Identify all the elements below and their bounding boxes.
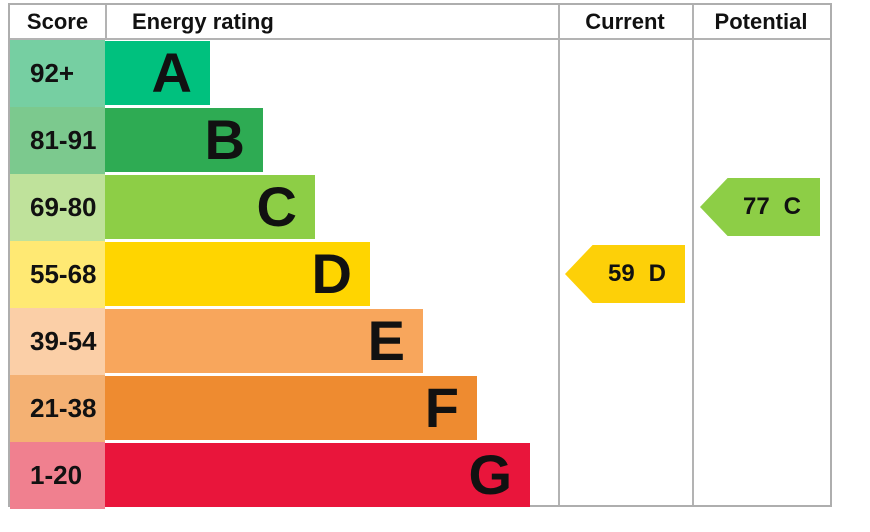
- rating-bar-c: C: [105, 175, 315, 239]
- chart-frame: Score Energy rating Current Potential 92…: [8, 3, 832, 509]
- potential-rating-arrow: 77 C: [700, 178, 820, 236]
- score-range-g: 1-20: [10, 442, 105, 509]
- rating-bar-b: B: [105, 108, 263, 172]
- grade-letter-e: E: [367, 309, 405, 372]
- band-row-e: 39-54 E: [10, 308, 830, 375]
- score-column-header: Score: [26, 9, 89, 34]
- band-row-a: 92+ A: [10, 40, 830, 107]
- rating-bands: 92+ A 81-91 B 69-80 C 55-68 D 39-54 E 21…: [10, 40, 830, 509]
- band-row-d: 55-68 D: [10, 241, 830, 308]
- score-range-a: 92+: [10, 40, 105, 107]
- score-range-c: 69-80: [10, 174, 105, 241]
- current-rating-grade: D: [648, 260, 667, 287]
- band-row-g: 1-20 G: [10, 442, 830, 509]
- grade-letter-b: B: [204, 108, 245, 171]
- potential-column-header: Potential: [714, 9, 808, 34]
- grade-letter-c: C: [256, 175, 297, 238]
- grade-letter-a: A: [151, 41, 192, 104]
- score-range-b: 81-91: [10, 107, 105, 174]
- grade-letter-g: G: [468, 443, 512, 506]
- current-rating-arrow: 59 D: [565, 245, 685, 303]
- current-column-divider: [558, 5, 560, 505]
- current-rating-value: 59: [607, 260, 635, 287]
- rating-bar-d: D: [105, 242, 370, 306]
- grade-letter-d: D: [311, 242, 352, 305]
- header-row: Score Energy rating Current Potential: [10, 5, 830, 40]
- score-range-e: 39-54: [10, 308, 105, 375]
- rating-bar-g: G: [105, 443, 530, 507]
- potential-rating-grade: C: [783, 193, 802, 220]
- score-column-divider: [105, 5, 107, 38]
- grade-letter-f: F: [424, 376, 459, 439]
- rating-bar-e: E: [105, 309, 423, 373]
- score-range-d: 55-68: [10, 241, 105, 308]
- energy-rating-column-header: Energy rating: [132, 9, 274, 34]
- rating-bar-a: A: [105, 41, 210, 105]
- band-row-f: 21-38 F: [10, 375, 830, 442]
- band-row-b: 81-91 B: [10, 107, 830, 174]
- current-column-header: Current: [585, 9, 665, 34]
- rating-bar-f: F: [105, 376, 477, 440]
- score-range-f: 21-38: [10, 375, 105, 442]
- potential-rating-value: 77: [742, 193, 770, 220]
- band-row-c: 69-80 C: [10, 174, 830, 241]
- potential-column-divider: [692, 5, 694, 505]
